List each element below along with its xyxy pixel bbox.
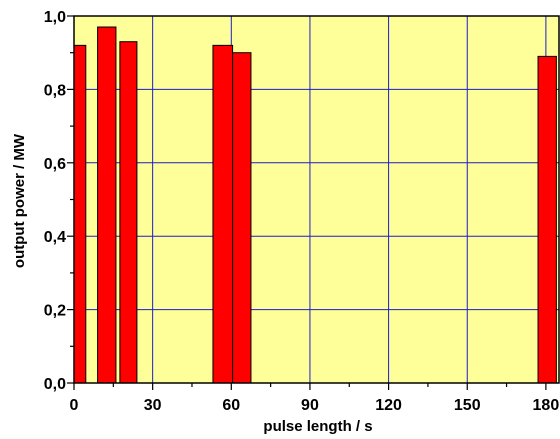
plot-area [74, 16, 559, 383]
bar-4 [232, 52, 252, 384]
bar-0 [73, 44, 87, 384]
x-tick-label-6: 180 [533, 397, 560, 414]
x-tick-label-1: 30 [144, 397, 162, 414]
x-tick-label-0: 0 [70, 397, 79, 414]
y-tick-label-5: 1,0 [44, 9, 66, 26]
y-tick-label-0: 0,0 [44, 376, 66, 393]
y-axis-label: output power / MW [11, 133, 28, 268]
axis-ticks [67, 15, 547, 390]
x-tick-label-2: 60 [222, 397, 240, 414]
y-tick-label-2: 0,4 [44, 229, 66, 246]
y-tick-label-4: 0,8 [44, 82, 66, 99]
x-tick-label-4: 120 [375, 397, 402, 414]
x-tick-label-5: 150 [454, 397, 481, 414]
y-tick-label-3: 0,6 [44, 156, 66, 173]
bar-3 [212, 44, 234, 384]
y-tick-label-1: 0,2 [44, 303, 66, 320]
x-tick-label-3: 90 [301, 397, 319, 414]
bar-1 [97, 26, 117, 384]
x-tick-labels: 0 30 60 90 120 150 180 [70, 397, 560, 414]
bar-5 [537, 55, 557, 384]
bar-2 [119, 41, 138, 384]
y-tick-labels: 0,0 0,2 0,4 0,6 0,8 1,0 [44, 9, 66, 393]
x-axis-label: pulse length / s [263, 418, 372, 435]
bars-group [73, 26, 557, 384]
